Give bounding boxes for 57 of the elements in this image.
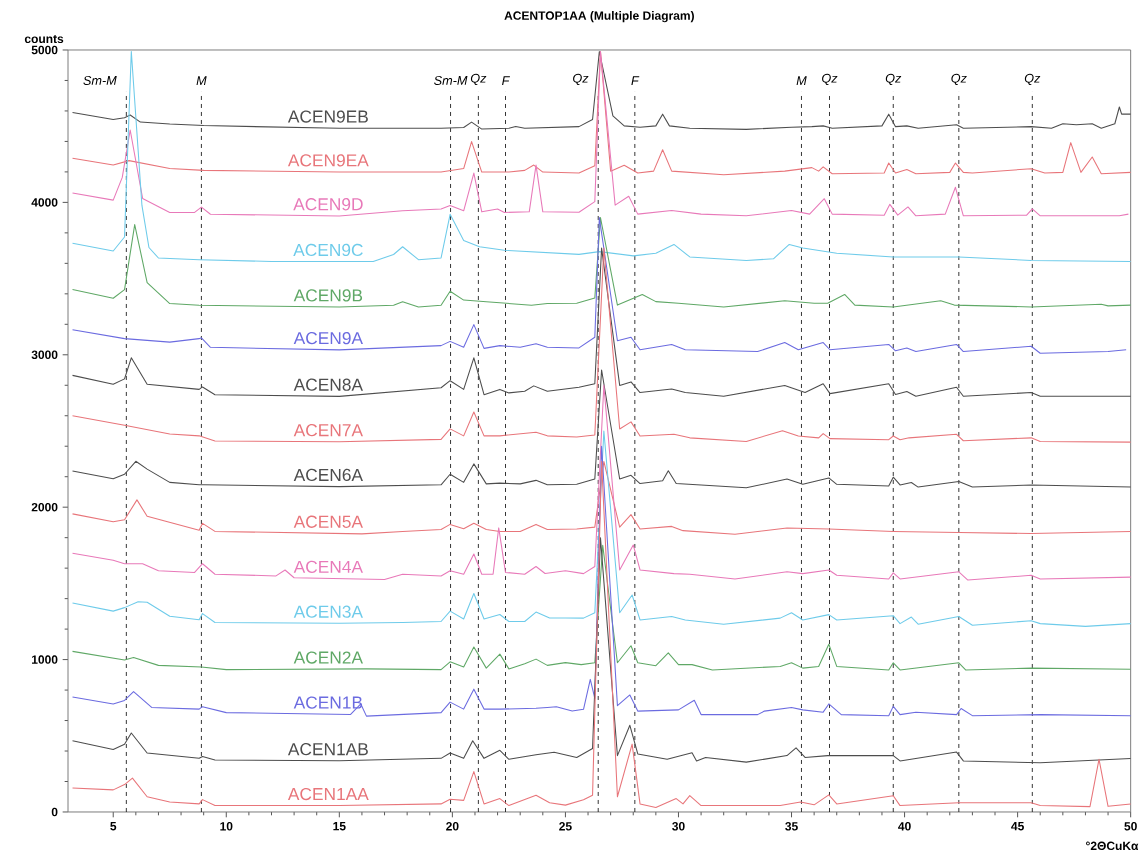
- x-tick-label: 25: [559, 822, 572, 831]
- series-label: ACEN5A: [293, 515, 363, 528]
- line-series: [71, 460, 1132, 808]
- ref-line-label: Qz: [822, 73, 838, 85]
- series-label: ACEN8A: [293, 378, 363, 391]
- line-series: [71, 537, 1132, 764]
- series-label: ACEN1B: [293, 696, 363, 709]
- x-tick-label: 5: [110, 822, 117, 831]
- series-label: ACEN7A: [293, 424, 363, 437]
- ref-line-label: Sm-M: [83, 75, 117, 85]
- series-label: ACEN9A: [293, 332, 363, 345]
- line-series: [71, 445, 1132, 717]
- line-series: [71, 50, 1132, 130]
- y-tick-label: 2000: [31, 502, 58, 512]
- line-series: [71, 50, 1129, 217]
- series-label: ACEN9C: [293, 243, 363, 257]
- line-series: [71, 544, 1132, 671]
- x-tick-label: 45: [1011, 822, 1024, 831]
- y-tick-label: 0: [51, 807, 58, 817]
- ref-line-label: Qz: [885, 73, 902, 85]
- x-tick-label: 30: [672, 822, 685, 831]
- series-label: ACEN1AB: [287, 743, 368, 756]
- series-label: ACEN9EA: [287, 154, 369, 167]
- line-series: [71, 369, 1132, 489]
- y-tick-label: 4000: [31, 198, 58, 207]
- y-tick-label: 3000: [31, 350, 58, 360]
- x-tick-label: 50: [1124, 822, 1137, 831]
- series-label: ACEN1AA: [287, 787, 369, 801]
- line-series: [71, 217, 1127, 354]
- series-label: ACEN3A: [293, 605, 363, 618]
- y-axis-title: counts: [24, 35, 64, 44]
- ref-line-label: Qz: [951, 73, 967, 85]
- ref-line-label: Qz: [470, 73, 487, 85]
- x-tick-label: 35: [785, 822, 798, 831]
- ref-line-label: Sm-M: [434, 75, 468, 85]
- ref-line-label: Qz: [573, 73, 589, 85]
- x-tick-label: 10: [220, 822, 233, 831]
- ref-line-label: M: [196, 76, 207, 85]
- y-tick-label: 5000: [31, 45, 58, 55]
- series-label: ACEN4A: [293, 560, 363, 573]
- series-label: ACEN9EB: [287, 110, 368, 123]
- x-tick-label: 20: [446, 822, 459, 831]
- ref-line-label: Qz: [1024, 73, 1041, 85]
- ref-line-label: F: [502, 76, 510, 85]
- series-label: ACEN9B: [293, 289, 363, 302]
- ref-line-label: M: [796, 76, 807, 85]
- series-label: ACEN2A: [293, 651, 363, 664]
- series-label: ACEN6A: [293, 468, 363, 482]
- x-axis-title: °2ΘCuKα: [1086, 841, 1139, 851]
- chart-title: ACENTOP1AA (Multiple Diagram): [504, 11, 694, 23]
- x-tick-label: 40: [898, 822, 911, 831]
- line-series: [71, 217, 1132, 308]
- y-tick-label: 1000: [32, 655, 58, 664]
- line-series: [71, 50, 1132, 263]
- series-label: ACEN9D: [293, 198, 363, 211]
- ref-line-label: F: [631, 76, 640, 85]
- x-tick-label: 15: [333, 822, 346, 831]
